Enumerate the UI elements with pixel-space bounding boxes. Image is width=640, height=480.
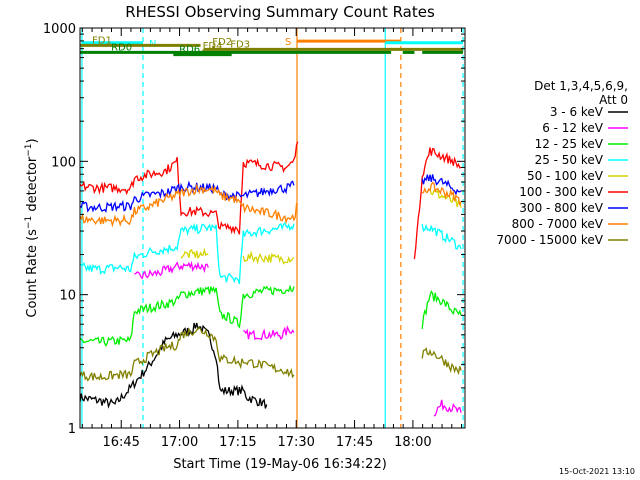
y-tick-label-10: 10 xyxy=(59,289,76,304)
legend-label-800-7000-kev: 800 - 7000 keV xyxy=(512,217,604,231)
legend-label-7000-15000-kev: 7000 - 15000 keV xyxy=(496,233,603,247)
chart-title: RHESSI Observing Summary Count Rates xyxy=(125,3,435,21)
plot-frame xyxy=(79,27,466,429)
series-line-800-7000-kev-seg1 xyxy=(421,181,462,206)
series-12-25-kev xyxy=(80,284,462,348)
x-axis: 16:45 17:00 17:15 17:30 17:45 18:00 xyxy=(81,28,462,450)
legend-label-300-800-kev: 300 - 800 keV xyxy=(519,201,603,215)
legend-label-3-6-kev: 3 - 6 keV xyxy=(550,105,604,119)
legend-label-6-12-kev: 6 - 12 keV xyxy=(542,121,604,135)
flag-label-fd2: FD2 xyxy=(212,37,232,48)
x-tick-label-17-00: 17:00 xyxy=(161,435,198,450)
series-line-25-50-kev-seg1 xyxy=(421,223,462,250)
series-line-12-25-kev-seg1 xyxy=(421,290,462,329)
x-tick-label-17-30: 17:30 xyxy=(277,435,314,450)
series-line-50-100-kev-seg0 xyxy=(180,247,209,260)
series-7000-15000-kev xyxy=(80,326,462,382)
series-line-6-12-kev-seg1 xyxy=(243,324,295,341)
series-100-300-kev xyxy=(80,141,462,260)
flag-label-fd3: FD3 xyxy=(230,39,250,50)
series-line-100-300-kev-seg0 xyxy=(80,141,299,235)
series-line-300-800-kev-seg1 xyxy=(421,174,462,196)
series-800-7000-kev xyxy=(80,181,462,228)
y-tick-label-1000: 1000 xyxy=(43,22,76,37)
series-6-12-kev xyxy=(134,260,462,417)
legend-label-25-50-kev: 25 - 50 keV xyxy=(535,153,604,167)
series-50-100-kev xyxy=(180,189,462,265)
legend: Det 1,3,4,5,6,9,Att 03 - 6 keV 6 - 12 keV… xyxy=(496,79,628,247)
legend-label-100-300-kev: 100 - 300 keV xyxy=(519,185,603,199)
series-line-300-800-kev-seg0 xyxy=(80,180,295,213)
series-line-800-7000-kev-seg0 xyxy=(80,183,298,228)
flag-bars: SNFD1FD2FD3FD4RD0RD6 xyxy=(80,35,464,57)
flag-label-rd0: RD0 xyxy=(111,42,132,53)
legend-label-12-25-kev: 12 - 25 keV xyxy=(535,137,604,151)
flag-label-fd1: FD1 xyxy=(92,35,112,46)
y-tick-label-1: 1 xyxy=(68,422,76,437)
series-line-100-300-kev-seg1 xyxy=(413,147,462,260)
x-tick-label-16-45: 16:45 xyxy=(102,435,139,450)
x-axis-label: Start Time (19-May-06 16:34:22) xyxy=(173,457,387,472)
flag-label-rd6: RD6 xyxy=(179,45,200,56)
x-tick-label-17-45: 17:45 xyxy=(336,435,373,450)
legend-label-50-100-kev: 50 - 100 keV xyxy=(527,169,604,183)
series-25-50-kev xyxy=(80,221,462,285)
series-layer xyxy=(80,141,462,417)
x-tick-label-17-15: 17:15 xyxy=(219,435,256,450)
y-axis-label: Count Rate (s−1 detector−1) xyxy=(24,138,40,317)
series-line-25-50-kev-seg0 xyxy=(80,221,295,285)
legend-header-0: Det 1,3,4,5,6,9, xyxy=(534,79,628,93)
series-line-6-12-kev-seg2 xyxy=(433,399,462,417)
y-axis: 1 10 100 1000 xyxy=(43,22,465,437)
series-line-50-100-kev-seg1 xyxy=(242,250,295,265)
series-line-3-6-kev-seg0 xyxy=(80,322,268,409)
y-tick-label-100: 100 xyxy=(51,155,76,170)
series-line-6-12-kev-seg0 xyxy=(134,260,209,280)
flag-label-fd4: FD4 xyxy=(203,41,223,52)
time-markers xyxy=(81,28,464,428)
timestamp: 15-Oct-2021 13:10 xyxy=(559,467,635,476)
series-3-6-kev xyxy=(80,322,268,409)
series-line-12-25-kev-seg0 xyxy=(80,284,295,348)
series-line-7000-15000-kev-seg1 xyxy=(421,347,462,376)
flag-label-s: S xyxy=(285,37,291,48)
series-line-7000-15000-kev-seg0 xyxy=(80,326,295,382)
x-tick-label-18-00: 18:00 xyxy=(394,435,431,450)
legend-header-1: Att 0 xyxy=(599,93,628,107)
series-300-800-kev xyxy=(80,174,462,213)
